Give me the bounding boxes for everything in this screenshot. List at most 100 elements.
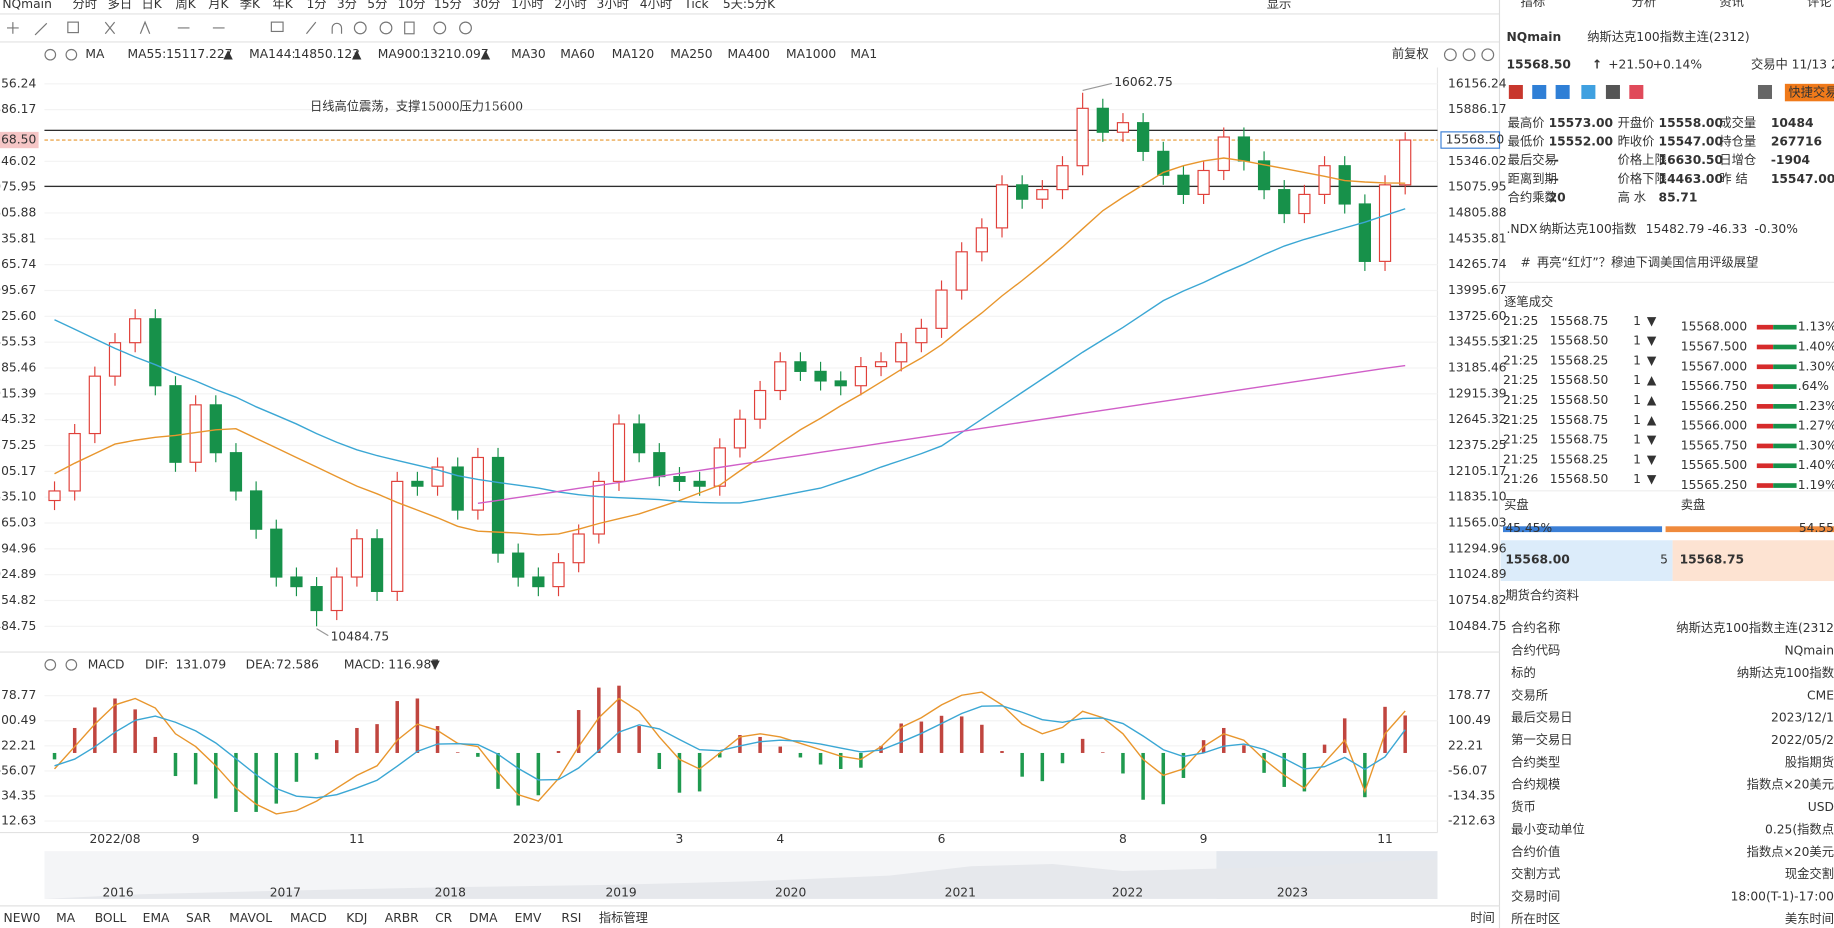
y-tick-label-left: 14265.74 xyxy=(0,257,36,271)
info-value[interactable]: 纳斯达克100指数 xyxy=(1737,665,1834,680)
period-tab[interactable]: 周K xyxy=(175,0,196,11)
trade-button[interactable] xyxy=(1784,83,1834,102)
ma-settings[interactable] xyxy=(44,48,57,61)
period-tab[interactable]: 日K xyxy=(142,0,163,11)
note-icon[interactable] xyxy=(270,21,284,33)
panel-tab[interactable]: 评论 xyxy=(1807,0,1832,9)
pitch-icon[interactable] xyxy=(139,20,151,34)
panel-tab[interactable]: 资讯 xyxy=(1719,0,1744,9)
period-tab[interactable]: 1小时 xyxy=(511,0,543,11)
period-tab[interactable]: 10分 xyxy=(398,0,426,11)
flag-icon[interactable] xyxy=(1508,84,1523,99)
candle-body xyxy=(451,466,464,511)
candle-body xyxy=(1278,189,1291,215)
indicator-tab[interactable]: NEW0 xyxy=(4,911,41,925)
indicator-tab[interactable]: MACD xyxy=(290,911,327,925)
indicator-tab[interactable]: DMA xyxy=(469,911,498,925)
depth-bar xyxy=(1773,423,1797,429)
candle-body xyxy=(330,576,343,612)
app-icon[interactable] xyxy=(1581,84,1596,99)
app-icon[interactable] xyxy=(1605,84,1620,99)
reset-icon[interactable] xyxy=(1443,48,1457,62)
indicator-tab[interactable]: KDJ xyxy=(346,911,367,925)
y-tick-label: 10484.75 xyxy=(1448,619,1507,633)
buy-label: 买盘 xyxy=(1504,497,1529,512)
period-tab[interactable]: Tick xyxy=(683,0,709,11)
period-tab[interactable]: 30分 xyxy=(473,0,501,11)
favorite-icon[interactable] xyxy=(1629,84,1644,99)
layer-icon[interactable] xyxy=(433,21,447,35)
legend-value: 14850.123 xyxy=(294,47,360,61)
legend-inactive[interactable]: MA250 xyxy=(670,47,712,61)
y-tick-label: 13725.60 xyxy=(1448,309,1507,323)
y-tick-label-left: 11565.03 xyxy=(0,516,36,530)
legend-inactive[interactable]: MA1000 xyxy=(786,47,836,61)
panel-tab[interactable]: 指标 xyxy=(1521,0,1546,9)
legend-inactive[interactable]: MA30 xyxy=(511,47,546,61)
period-tab[interactable]: 季K xyxy=(240,0,261,11)
crosshair-icon[interactable] xyxy=(7,22,19,34)
indicator-tab[interactable]: MAVOL xyxy=(229,911,272,925)
ma-close[interactable] xyxy=(65,48,78,61)
fork-icon[interactable] xyxy=(104,21,116,35)
time-tab[interactable]: 时间 xyxy=(1470,911,1495,925)
navigator-year: 2017 xyxy=(270,886,301,900)
indicator-tab[interactable]: MA xyxy=(56,911,76,925)
indicator-tab[interactable]: BOLL xyxy=(95,911,127,925)
trade-button-label[interactable]: 快捷交易 xyxy=(1788,85,1834,100)
eye-icon[interactable] xyxy=(353,21,367,35)
indicator-tab[interactable]: CR xyxy=(435,911,453,925)
legend-inactive[interactable]: MA400 xyxy=(728,47,770,61)
symbol: NQmain xyxy=(1507,30,1562,44)
line-icon[interactable] xyxy=(34,22,48,36)
indicator-tab[interactable]: SAR xyxy=(186,911,211,925)
indicator-tab[interactable]: 指标管理 xyxy=(599,910,648,925)
legend-inactive[interactable]: MA60 xyxy=(560,47,595,61)
alert-icon[interactable] xyxy=(1757,84,1773,99)
period-tab[interactable]: NQmain xyxy=(2,0,52,11)
indicator-tab[interactable]: ARBR xyxy=(385,911,419,925)
display-menu[interactable]: 显示 xyxy=(1267,0,1292,11)
macd-line xyxy=(53,691,1406,815)
magnet-icon[interactable] xyxy=(305,21,343,35)
panel-tab[interactable]: 分析 xyxy=(1632,0,1657,9)
legend-inactive[interactable]: MA120 xyxy=(612,47,654,61)
period-tab[interactable]: 1分 xyxy=(306,0,326,11)
rect-icon[interactable] xyxy=(67,21,79,34)
zoom-out[interactable] xyxy=(1481,48,1495,62)
candle-body xyxy=(1257,160,1271,191)
macd-close[interactable] xyxy=(65,659,78,671)
period-tab[interactable]: 3小时 xyxy=(597,0,629,11)
lock-icon[interactable] xyxy=(379,21,393,35)
legend-inactive[interactable]: MA1 xyxy=(850,47,877,61)
candle-body xyxy=(753,389,767,420)
trade-qty: 1 xyxy=(1633,334,1641,348)
y-tick-label-left: 100.49 xyxy=(0,713,36,727)
period-tab[interactable]: 年K xyxy=(273,0,294,11)
x-tick-label: 6 xyxy=(938,832,946,846)
news-headline[interactable]: 再亮“红灯”？穆迪下调美国信用评级展望 xyxy=(1537,255,1758,270)
indicator-tab[interactable]: EMV xyxy=(515,911,542,925)
period-tab[interactable]: 多日 xyxy=(108,0,133,11)
indicator-tab[interactable]: RSI xyxy=(561,911,581,925)
period-tab[interactable]: 月K xyxy=(208,0,229,11)
indicator-tab[interactable]: EMA xyxy=(143,911,170,925)
period-tab[interactable]: 4小时 xyxy=(640,0,672,11)
ma-line xyxy=(54,208,1406,504)
period-tab[interactable]: 3分 xyxy=(337,0,357,11)
period-tab[interactable]: 分时 xyxy=(73,0,98,11)
period-tab[interactable]: 5天:5分K xyxy=(723,0,776,11)
bid-size: 5 xyxy=(1660,553,1668,567)
period-tab[interactable]: 5分 xyxy=(367,0,387,11)
period-tab[interactable]: 2小时 xyxy=(554,0,586,11)
settings-icon[interactable] xyxy=(459,21,472,35)
candle-body xyxy=(895,342,908,363)
adjust-button[interactable]: 前复权 xyxy=(1392,46,1429,61)
app-icon[interactable] xyxy=(1555,84,1570,99)
zoom-in[interactable] xyxy=(1462,48,1476,62)
trash-icon[interactable] xyxy=(404,21,415,35)
app-icon[interactable] xyxy=(1532,84,1547,99)
macd-bar xyxy=(919,721,924,753)
period-tab[interactable]: 15分 xyxy=(434,0,462,11)
macd-settings[interactable] xyxy=(44,659,57,671)
